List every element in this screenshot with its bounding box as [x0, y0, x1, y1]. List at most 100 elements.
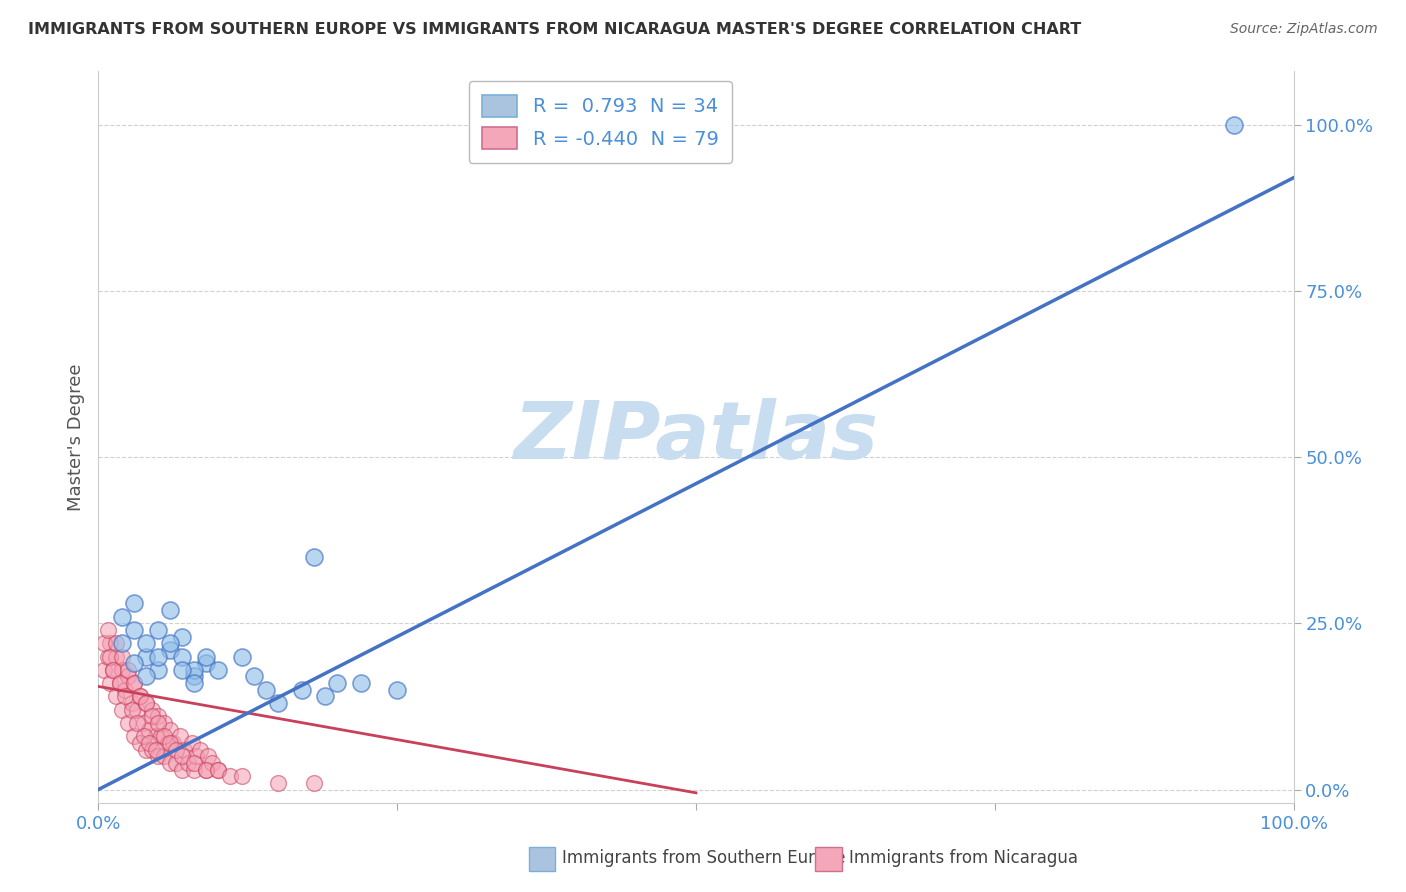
Point [135, 696, 157, 710]
Point [132, 716, 155, 731]
Point [98, 636, 122, 650]
Point [124, 676, 146, 690]
Point [159, 643, 181, 657]
Point [188, 742, 211, 756]
FancyBboxPatch shape [815, 847, 842, 871]
Point [159, 636, 181, 650]
Point [302, 549, 325, 564]
Point [108, 676, 131, 690]
Point [207, 763, 229, 777]
Text: Source: ZipAtlas.com: Source: ZipAtlas.com [1230, 22, 1378, 37]
Point [231, 649, 253, 664]
Point [129, 690, 152, 704]
Point [183, 756, 205, 770]
Point [173, 742, 195, 756]
Point [195, 649, 218, 664]
Point [117, 663, 139, 677]
Point [197, 749, 219, 764]
Point [124, 623, 146, 637]
Point [183, 669, 205, 683]
Point [186, 749, 208, 764]
Point [117, 669, 139, 683]
Point [267, 776, 290, 790]
Point [195, 656, 218, 670]
Text: ZIPatlas: ZIPatlas [513, 398, 879, 476]
Point [141, 703, 163, 717]
Point [219, 769, 242, 783]
Point [148, 649, 170, 664]
Point [172, 663, 194, 677]
Point [350, 676, 373, 690]
Point [183, 763, 205, 777]
Point [111, 609, 134, 624]
Point [156, 736, 179, 750]
Point [114, 690, 136, 704]
Point [124, 596, 146, 610]
Point [111, 636, 134, 650]
Point [97, 649, 120, 664]
Point [93, 663, 115, 677]
Point [129, 690, 152, 704]
Point [180, 736, 202, 750]
Point [201, 756, 224, 770]
Point [108, 676, 131, 690]
Point [93, 636, 115, 650]
Point [105, 649, 128, 664]
Legend: R =  0.793  N = 34, R = -0.440  N = 79: R = 0.793 N = 34, R = -0.440 N = 79 [468, 81, 733, 163]
Point [105, 636, 128, 650]
Point [165, 742, 187, 756]
Point [162, 736, 184, 750]
Point [148, 709, 170, 723]
Point [105, 690, 128, 704]
Point [111, 703, 134, 717]
Point [135, 669, 157, 683]
Point [135, 742, 157, 756]
Point [183, 663, 205, 677]
Point [153, 716, 176, 731]
Point [141, 742, 163, 756]
Point [159, 736, 181, 750]
Point [172, 649, 194, 664]
Point [149, 729, 172, 743]
Point [124, 656, 146, 670]
Point [207, 663, 229, 677]
Point [148, 749, 170, 764]
Point [135, 649, 157, 664]
Point [1223, 118, 1246, 132]
Point [231, 769, 253, 783]
Point [177, 756, 200, 770]
Point [267, 696, 290, 710]
Point [165, 756, 187, 770]
Point [195, 763, 218, 777]
Y-axis label: Master's Degree: Master's Degree [66, 363, 84, 511]
Point [132, 729, 155, 743]
Point [125, 716, 148, 731]
Point [125, 703, 148, 717]
Point [169, 729, 191, 743]
Point [159, 723, 181, 737]
Point [138, 723, 160, 737]
Point [302, 776, 325, 790]
Point [145, 729, 167, 743]
Point [195, 763, 218, 777]
Point [148, 623, 170, 637]
Point [243, 669, 266, 683]
Point [135, 696, 157, 710]
Point [98, 649, 122, 664]
FancyBboxPatch shape [529, 847, 555, 871]
Point [153, 749, 176, 764]
Point [145, 742, 167, 756]
Point [111, 663, 134, 677]
Point [111, 649, 134, 664]
Point [114, 682, 136, 697]
Point [326, 676, 349, 690]
Point [254, 682, 277, 697]
Point [117, 716, 139, 731]
Point [98, 676, 122, 690]
Point [97, 623, 120, 637]
Point [159, 603, 181, 617]
Point [153, 729, 176, 743]
Point [172, 630, 194, 644]
Point [172, 763, 194, 777]
Point [148, 716, 170, 731]
